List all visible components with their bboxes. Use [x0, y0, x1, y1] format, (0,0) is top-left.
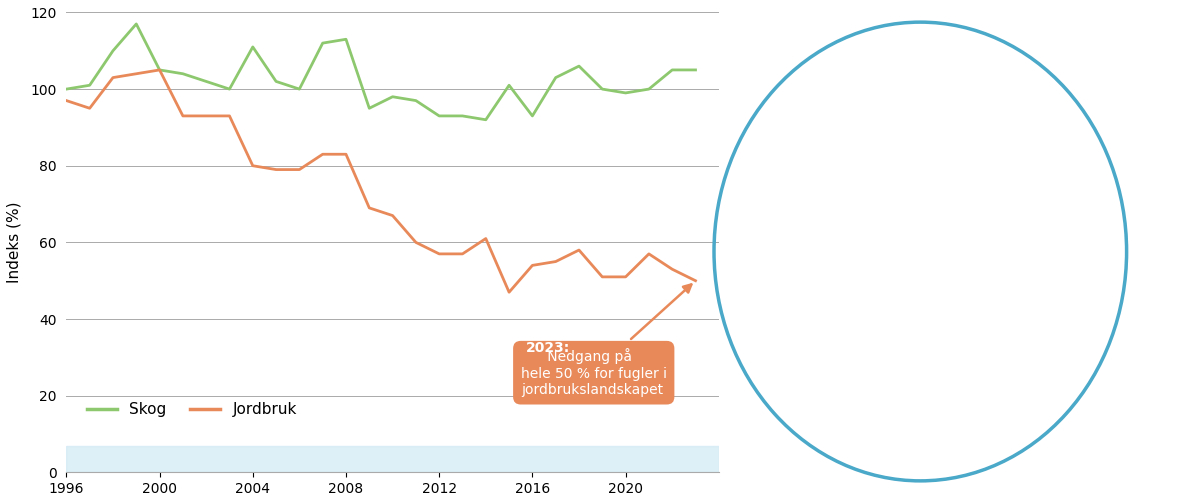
Ellipse shape — [719, 27, 1121, 476]
Text: Nedgang på
hele 50 % for fugler i
jordbrukslandskapet: Nedgang på hele 50 % for fugler i jordbr… — [521, 285, 691, 397]
Text: 2023:: 2023: — [526, 341, 570, 355]
Y-axis label: Indeks (%): Indeks (%) — [7, 202, 22, 283]
Legend: Skog, Jordbruk: Skog, Jordbruk — [80, 396, 303, 424]
Bar — [66, 446, 719, 472]
